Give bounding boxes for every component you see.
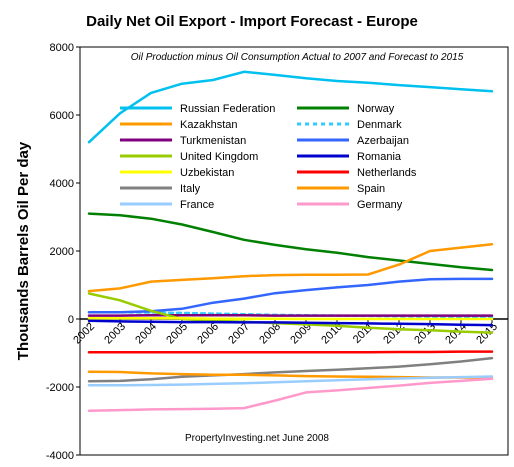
legend-label-spain: Spain (357, 183, 385, 195)
legend-label-germany: Germany (357, 199, 403, 211)
series-line-italy (87, 356, 494, 383)
series-line-norway (87, 212, 494, 272)
legend-label-turkmenistan: Turkmenistan (180, 135, 246, 147)
legend-label-uzbekistan: Uzbekistan (180, 167, 234, 179)
chart-credit: PropertyInvesting.net June 2008 (185, 433, 329, 444)
y-tick-label: 4000 (50, 178, 74, 190)
y-tick-label: 6000 (50, 110, 74, 122)
y-tick-label: -2000 (46, 382, 74, 394)
series-line-russian-federation (87, 70, 494, 144)
series-line-romania (87, 319, 494, 327)
legend-label-norway: Norway (357, 103, 395, 115)
legend-label-united-kingdom: United Kingdom (180, 151, 258, 163)
legend-label-kazakhstan: Kazakhstan (180, 119, 237, 131)
legend-label-italy: Italy (180, 183, 201, 195)
series-layer (87, 70, 494, 413)
legend-label-russian-federation: Russian Federation (180, 103, 275, 115)
legend-label-denmark: Denmark (357, 119, 402, 131)
legend-label-romania: Romania (357, 151, 402, 163)
series-line-uzbekistan (87, 317, 494, 321)
y-tick-label: 0 (68, 314, 74, 326)
y-tick-label: -4000 (46, 450, 74, 462)
y-tick-label: 8000 (50, 42, 74, 54)
legend-label-france: France (180, 199, 214, 211)
y-tick-label: 2000 (50, 246, 74, 258)
legend: Russian Federation Norway Kazakhstan Denmar… (120, 103, 417, 211)
legend-label-azerbaijan: Azerbaijan (357, 135, 409, 147)
series-line-germany (87, 377, 494, 413)
chart-subtitle: Oil Production minus Oil Consumption Act… (131, 52, 464, 63)
y-axis-label: Thousands Barrels Oil Per day (15, 141, 32, 360)
legend-label-netherlands: Netherlands (357, 167, 417, 179)
chart-title: Daily Net Oil Export - Import Forecast -… (86, 13, 418, 30)
y-axis: -4000 -2000 0 2000 4000 6000 8000 (46, 42, 80, 462)
series-line-france (87, 375, 494, 387)
series-line-azerbaijan (87, 277, 494, 314)
series-line-netherlands (87, 350, 494, 354)
series-line-kazakhstan (87, 242, 494, 293)
